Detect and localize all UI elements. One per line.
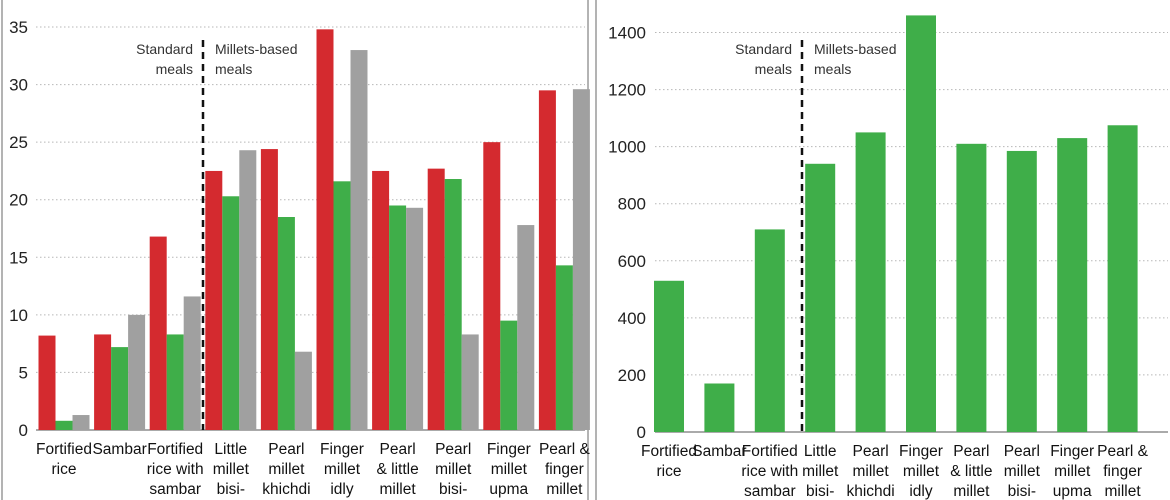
right-category-label: Fortified rice with sambar — [741, 443, 798, 500]
right-category-label: Pearl millet khichdi — [846, 443, 894, 500]
left-bar-series3-5 — [294, 351, 312, 430]
right-category-label: Pearl & finger millet — [1097, 443, 1148, 500]
right-annotation-millets: Millets-based meals — [814, 41, 896, 77]
left-bar-series2-6 — [333, 181, 351, 430]
left-category-label: Finger millet idly — [320, 441, 364, 498]
left-category-label: Little millet bisi- — [213, 441, 250, 498]
left-bar-series1-7 — [372, 170, 390, 430]
right-y-tick-label: 1200 — [608, 81, 646, 100]
left-category-label: Pearl & finger millet — [539, 441, 590, 498]
right-category-label: Pearl millet bisi- — [1004, 443, 1041, 500]
right-category-label: Finger millet upma — [1050, 443, 1094, 500]
left-y-tick-label: 5 — [19, 363, 28, 382]
left-bar-series1-1 — [38, 335, 56, 430]
left-annotation-millets: Millets-based meals — [215, 41, 297, 77]
right-y-tick-label: 1000 — [608, 138, 646, 157]
left-bar-series1-2 — [94, 334, 112, 430]
right-category-label: Finger millet idly — [899, 443, 943, 500]
right-bar-series1-8 — [1006, 150, 1037, 433]
left-bar-series3-3 — [183, 296, 201, 430]
left-bar-series1-4 — [205, 170, 223, 430]
left-bar-series2-8 — [444, 179, 462, 430]
left-category-label: Pearl & little millet — [376, 441, 418, 498]
left-category-label: Finger millet upma — [487, 441, 531, 498]
right-bar-series1-7 — [956, 143, 987, 432]
right-bar-series1-1 — [654, 280, 684, 432]
right-category-label: Pearl & little millet — [950, 443, 992, 500]
right-bar-series1-9 — [1057, 138, 1088, 432]
left-bar-series3-6 — [350, 50, 368, 431]
left-y-tick-label: 20 — [9, 191, 28, 210]
right-y-tick-label: 1400 — [608, 24, 646, 43]
right-bar-series1-4 — [805, 163, 836, 432]
left-bar-series1-9 — [483, 142, 501, 430]
right-chart-frame — [595, 0, 597, 500]
left-bar-series1-10 — [538, 90, 556, 430]
right-category-label: Fortified rice — [641, 443, 697, 480]
left-bar-series3-9 — [517, 225, 535, 430]
left-category-label: Fortified rice — [36, 441, 92, 478]
right-y-tick-label: 200 — [618, 366, 646, 385]
left-bar-series2-5 — [277, 217, 295, 430]
right-y-tick-label: 0 — [637, 423, 646, 442]
right-annotation-standard: Standard meals — [735, 41, 792, 77]
right-bar-series1-3 — [754, 229, 785, 432]
right-bar-series1-5 — [855, 132, 886, 432]
left-bar-series2-7 — [389, 205, 407, 430]
left-bar-series2-2 — [111, 347, 129, 430]
right-bar-chart: 0 200 400 600 800 1000 1200 1400 Fortified riceSa… — [595, 0, 1168, 500]
left-bar-series1-8 — [427, 168, 445, 430]
left-category-label: Pearl millet bisi- — [435, 441, 472, 498]
left-category-label: Pearl millet khichdi — [262, 441, 310, 498]
left-bar-series1-6 — [316, 29, 334, 430]
left-bar-series3-7 — [406, 207, 424, 430]
right-y-tick-label: 800 — [618, 195, 646, 214]
right-y-tick-label: 400 — [618, 309, 646, 328]
left-y-tick-label: 10 — [9, 306, 28, 325]
left-bar-series3-1 — [72, 415, 90, 430]
right-category-label: Sambar — [692, 443, 746, 460]
right-bar-series1-10 — [1107, 125, 1138, 433]
left-bar-series2-3 — [166, 334, 184, 430]
left-bar-series3-8 — [461, 334, 479, 430]
left-bar-series3-10 — [572, 89, 590, 430]
left-annotation-standard: Standard meals — [136, 41, 193, 77]
left-bar-series2-1 — [55, 420, 73, 430]
left-bar-series3-2 — [128, 314, 146, 430]
left-y-tick-label: 35 — [9, 18, 28, 37]
left-bar-series2-4 — [222, 196, 240, 430]
left-bar-series2-10 — [555, 265, 573, 430]
left-bar-series2-9 — [500, 320, 518, 430]
right-y-tick-label: 600 — [618, 252, 646, 271]
left-y-tick-label: 15 — [9, 248, 28, 267]
left-y-tick-label: 25 — [9, 133, 28, 152]
left-y-tick-label: 0 — [19, 421, 28, 440]
right-bar-series1-6 — [906, 15, 936, 433]
right-category-label: Little millet bisi- — [802, 443, 839, 500]
left-bar-series1-3 — [149, 236, 167, 430]
left-bar-series1-5 — [260, 149, 278, 431]
right-bar-series1-2 — [704, 383, 735, 432]
left-y-tick-label: 30 — [9, 76, 28, 95]
left-category-label: Sambar — [92, 441, 146, 458]
left-bar-series3-4 — [239, 150, 257, 430]
left-category-label: Fortified rice with sambar — [147, 441, 204, 498]
